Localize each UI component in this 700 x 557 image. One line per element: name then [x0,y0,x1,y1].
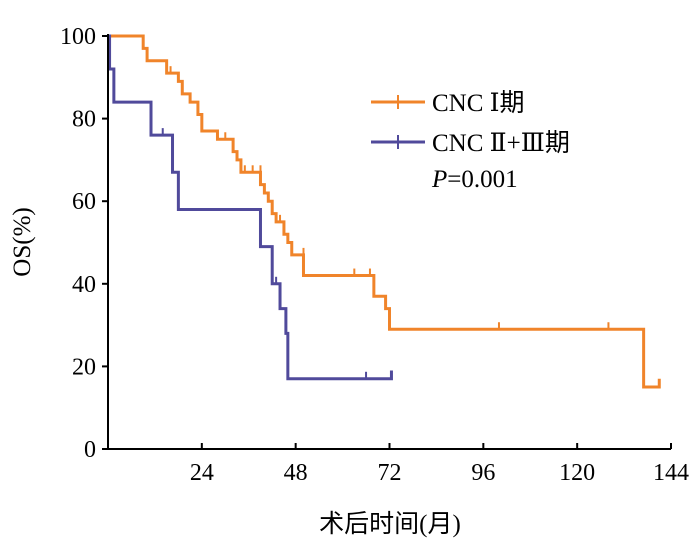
legend-label-series-1: CNC Ⅰ期 [432,90,525,117]
x-tick-label: 24 [190,460,214,486]
legend-entry-series-2: CNC Ⅱ+Ⅲ期 [371,130,570,157]
x-axis-title: 术后时间(月) [319,510,461,538]
plot-area [108,34,661,389]
p-value-text: =0.001 [447,166,517,193]
axes [107,34,671,450]
y-tick-label: 80 [72,107,96,133]
p-value-symbol: P [431,166,447,193]
x-tick-label: 120 [559,460,595,486]
axis-ticks: 0 20 40 60 80 100 24 48 72 96 120 144 [60,24,689,486]
y-tick-label: 60 [72,189,96,215]
legend-entry-series-1: CNC Ⅰ期 [371,90,525,117]
y-axis-title: OS(%) [9,207,36,276]
legend: CNC Ⅰ期 CNC Ⅱ+Ⅲ期 P=0.001 [371,90,570,193]
series-1-curve [108,34,661,389]
p-value-annotation: P=0.001 [431,166,518,193]
y-tick-label: 20 [72,354,96,380]
x-tick-label: 72 [378,460,402,486]
y-tick-label: 40 [72,272,96,298]
x-tick-label: 144 [653,460,689,486]
series-2-curve [108,34,393,381]
y-tick-label: 100 [60,24,96,50]
x-tick-label: 96 [471,460,495,486]
legend-label-series-2: CNC Ⅱ+Ⅲ期 [432,130,570,157]
x-tick-label: 48 [284,460,308,486]
y-tick-label: 0 [84,437,96,463]
